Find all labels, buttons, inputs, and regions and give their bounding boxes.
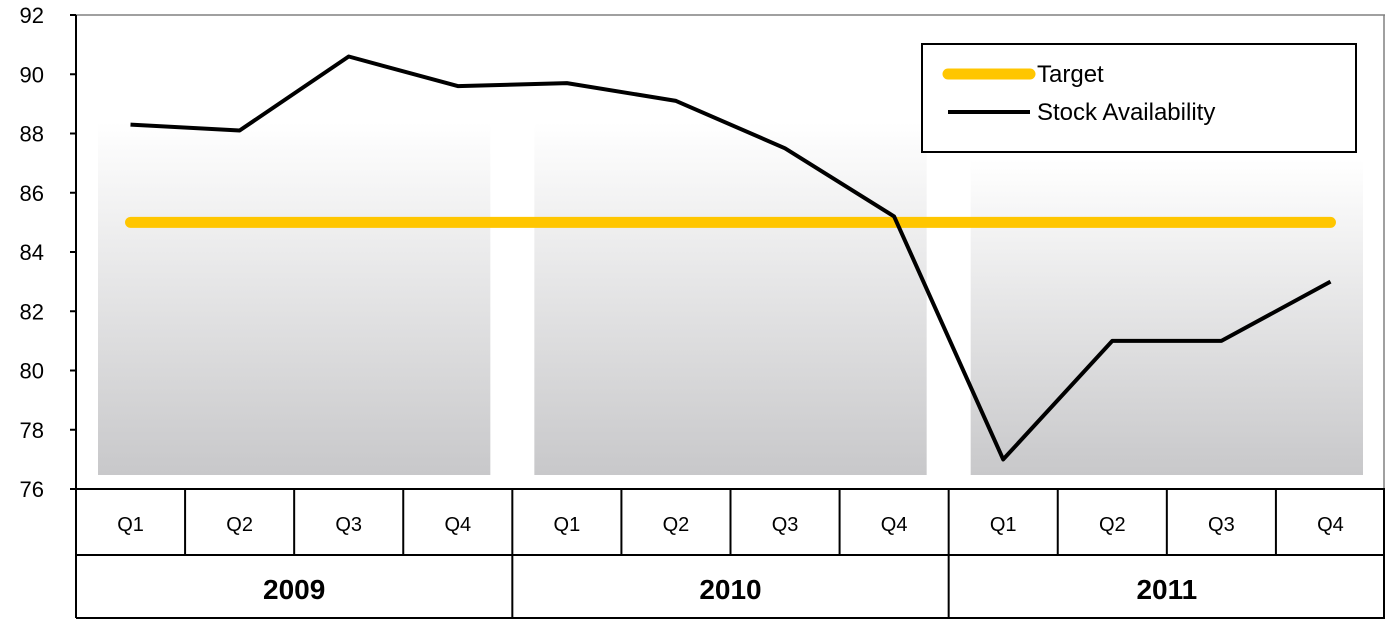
y-axis-ticks: 76 78 80 82 84 86 88 90 92	[20, 3, 76, 502]
y-tick-label: 92	[20, 3, 44, 28]
series-lines	[125, 54, 1336, 462]
y-tick-label: 88	[20, 122, 44, 147]
year-label: 2011	[1136, 574, 1197, 605]
quarter-label: Q4	[444, 514, 471, 536]
y-tick-label: 76	[20, 477, 44, 502]
legend: Target Stock Availability	[921, 43, 1357, 153]
quarter-label: Q4	[881, 514, 908, 536]
quarter-label: Q1	[554, 514, 581, 536]
quarter-label: Q1	[117, 514, 144, 536]
background-bands	[98, 121, 1363, 476]
y-tick-label: 86	[20, 181, 44, 206]
y-tick-label: 90	[20, 62, 44, 87]
quarter-label: Q2	[663, 514, 690, 536]
y-tick-label: 78	[20, 418, 44, 443]
quarter-label: Q3	[335, 514, 362, 536]
series-line-stock-availability	[130, 54, 1332, 462]
y-tick-label: 84	[20, 240, 44, 265]
legend-label: Stock Availability	[1037, 99, 1215, 126]
quarter-label: Q2	[226, 514, 253, 536]
background-band-2010	[534, 121, 927, 476]
background-band-2011	[970, 160, 1363, 475]
background-band-2009	[98, 121, 491, 476]
y-tick-label: 82	[20, 299, 44, 324]
year-label: 2010	[699, 574, 761, 605]
x-axis-categories: Q1 Q2 Q3 Q4 2009 Q1 Q2 Q3 Q4 2010 Q1 Q2 Q3 Q4 2011	[76, 489, 1385, 618]
quarter-label: Q2	[1099, 514, 1126, 536]
quarter-label: Q3	[1208, 514, 1235, 536]
legend-box	[921, 43, 1357, 153]
quarter-label: Q1	[990, 514, 1017, 536]
year-label: 2009	[263, 574, 325, 605]
quarter-label: Q4	[1317, 514, 1344, 536]
legend-label: Target	[1037, 61, 1104, 88]
y-tick-label: 80	[20, 359, 44, 384]
quarter-label: Q3	[772, 514, 799, 536]
